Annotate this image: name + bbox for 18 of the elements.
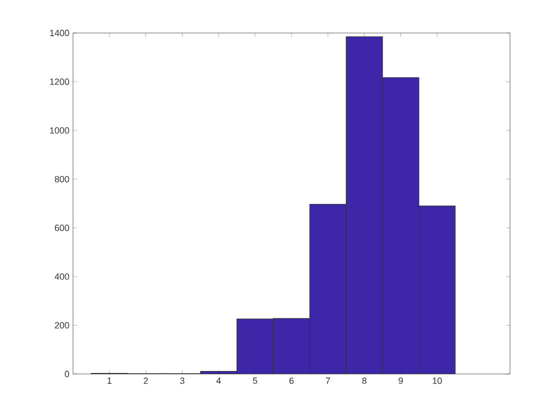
x-tick-label: 4 xyxy=(216,378,221,384)
x-tick-label: 1 xyxy=(108,378,112,384)
y-tick-label: 1400 xyxy=(50,30,70,36)
x-tick-label: 10 xyxy=(432,378,442,384)
x-tick-label: 8 xyxy=(362,378,366,384)
y-tick-label: 1000 xyxy=(50,127,70,134)
y-tick-label: 0 xyxy=(64,370,70,378)
x-tick-label: 7 xyxy=(326,378,330,384)
x-tick-label: 2 xyxy=(144,378,148,384)
y-tick-label: 800 xyxy=(54,176,70,182)
x-tick-label: 9 xyxy=(398,378,403,384)
y-tick-label: 600 xyxy=(54,224,70,232)
y-tick-label: 400 xyxy=(54,273,70,280)
y-tick-label: 1200 xyxy=(50,78,70,85)
x-tick-label: 3 xyxy=(180,378,184,384)
y-tick-label: 200 xyxy=(54,322,70,328)
x-tick-label: 5 xyxy=(252,378,258,384)
x-tick-label: 6 xyxy=(289,378,294,384)
